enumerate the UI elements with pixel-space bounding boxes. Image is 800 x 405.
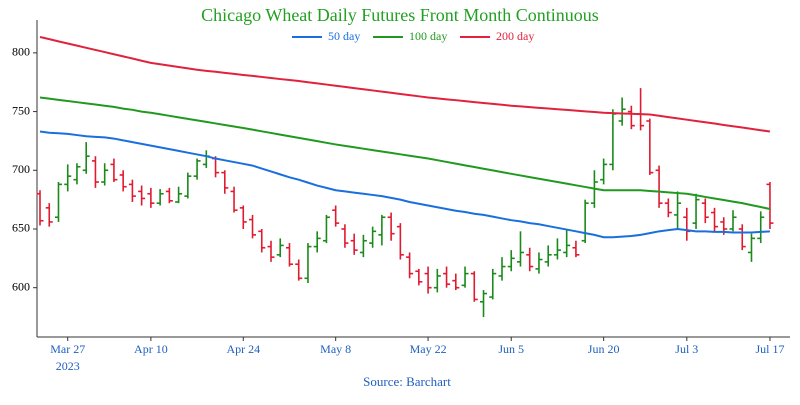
chart-title: Chicago Wheat Daily Futures Front Month …: [201, 5, 599, 25]
x-tick-label: Mar 27: [50, 342, 85, 356]
legend-label: 50 day: [328, 29, 360, 43]
source-note: Source: Barchart: [363, 374, 451, 389]
y-tick-label: 800: [12, 45, 30, 59]
x-tick-label: Apr 24: [226, 342, 260, 356]
x-tick-label: Jun 20: [588, 342, 620, 356]
x-tick-label: Jul 3: [675, 342, 698, 356]
y-tick-label: 600: [12, 279, 30, 293]
x-tick-label: Jul 17: [755, 342, 784, 356]
x-tick-label: Jun 5: [498, 342, 524, 356]
x-tick-sublabel: 2023: [56, 359, 80, 373]
ma-line: [39, 130, 771, 239]
ma-line: [39, 36, 771, 133]
x-tick-label: May 8: [320, 342, 351, 356]
y-tick-label: 750: [12, 103, 30, 117]
legend-label: 200 day: [496, 29, 534, 43]
y-tick-label: 650: [12, 221, 30, 235]
x-tick-label: Apr 10: [134, 342, 168, 356]
legend-label: 100 day: [409, 29, 447, 43]
x-tick-label: May 22: [410, 342, 447, 356]
ma-line: [39, 96, 771, 211]
y-tick-label: 700: [12, 162, 30, 176]
